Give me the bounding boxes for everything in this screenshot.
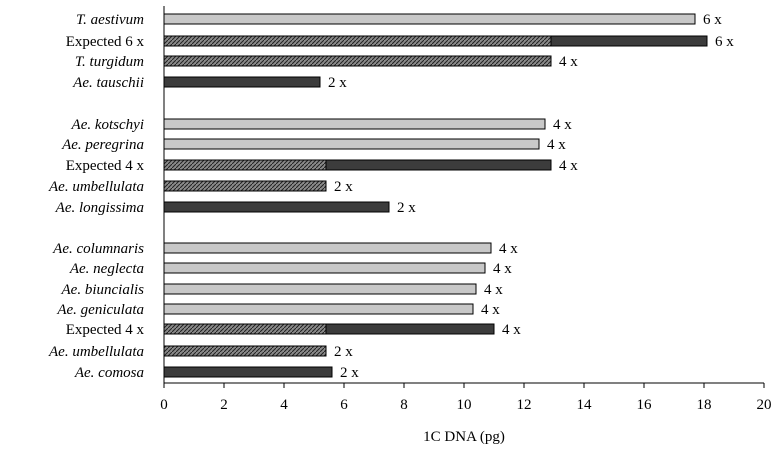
x-tick-label: 2 [220, 397, 228, 413]
x-ticks: 0 2 4 6 8 10 12 14 16 18 20 [160, 383, 772, 413]
ploidy-label: 2 x [397, 200, 416, 216]
bar [163, 118, 546, 130]
bar [163, 345, 327, 357]
category-labels: T. aestivum Expected 6 x T. turgidum Ae. ta… [48, 12, 144, 381]
ploidy-annotations: 6 x6 x4 x2 x4 x4 x4 x2 x2 x4 x4 x4 x4 x4… [328, 12, 734, 381]
bar-segment-hatched [163, 35, 552, 47]
ploidy-label: 4 x [553, 117, 572, 133]
ploidy-label: 2 x [334, 179, 353, 195]
x-axis-title: 1C DNA (pg) [423, 429, 505, 445]
category-label: T. aestivum [76, 12, 144, 28]
category-label: Ae. comosa [74, 365, 144, 381]
bar [163, 180, 327, 192]
ploidy-label: 6 x [703, 12, 722, 28]
ploidy-label: 2 x [340, 365, 359, 381]
category-label: Ae. tauschii [72, 75, 144, 91]
category-label: Ae. umbellulata [48, 179, 144, 195]
x-tick-label: 18 [697, 397, 712, 413]
bars [163, 13, 708, 378]
x-tick-label: 8 [400, 397, 408, 413]
category-label: Ae. umbellulata [48, 344, 144, 360]
category-label: Ae. biuncialis [61, 282, 145, 298]
ploidy-label: 4 x [481, 302, 500, 318]
x-tick-label: 12 [517, 397, 532, 413]
bar-segment-hatched [163, 323, 327, 335]
category-label: T. turgidum [75, 54, 144, 70]
x-tick-label: 4 [280, 397, 288, 413]
ploidy-label: 4 x [547, 137, 566, 153]
bar [163, 138, 540, 150]
category-label: Ae. columnaris [52, 241, 144, 257]
bar-segment-dark [550, 35, 708, 47]
plot-area: T. aestivum Expected 6 x T. turgidum Ae. ta… [48, 6, 772, 413]
category-label: Expected 6 x [66, 34, 145, 50]
bar [163, 55, 552, 67]
x-tick-label: 0 [160, 397, 168, 413]
bar [163, 262, 486, 274]
category-label: Ae. neglecta [69, 261, 144, 277]
category-label: Expected 4 x [66, 322, 145, 338]
ploidy-label: 4 x [484, 282, 503, 298]
bar [163, 201, 390, 213]
bar-segment-hatched [163, 159, 327, 171]
bar [163, 366, 333, 378]
bar [163, 303, 474, 315]
ploidy-label: 4 x [493, 261, 512, 277]
ploidy-label: 6 x [715, 34, 734, 50]
bar [163, 242, 492, 254]
x-tick-label: 14 [577, 397, 593, 413]
bar [163, 283, 477, 295]
category-label: Ae. geniculata [56, 302, 144, 318]
ploidy-label: 2 x [328, 75, 347, 91]
bar [163, 13, 696, 25]
ploidy-label: 4 x [559, 158, 578, 174]
x-tick-label: 10 [457, 397, 472, 413]
bar [163, 76, 321, 88]
category-label: Ae. longissima [55, 200, 144, 216]
bar-segment-dark [325, 159, 552, 171]
x-tick-label: 6 [340, 397, 348, 413]
ploidy-label: 4 x [499, 241, 518, 257]
x-tick-label: 20 [757, 397, 772, 413]
ploidy-label: 2 x [334, 344, 353, 360]
category-label: Ae. kotschyi [71, 117, 144, 133]
bar-segment-dark [325, 323, 495, 335]
ploidy-label: 4 x [502, 322, 521, 338]
x-tick-label: 16 [637, 397, 653, 413]
category-label: Ae. peregrina [61, 137, 144, 153]
category-label: Expected 4 x [66, 158, 145, 174]
ploidy-label: 4 x [559, 54, 578, 70]
